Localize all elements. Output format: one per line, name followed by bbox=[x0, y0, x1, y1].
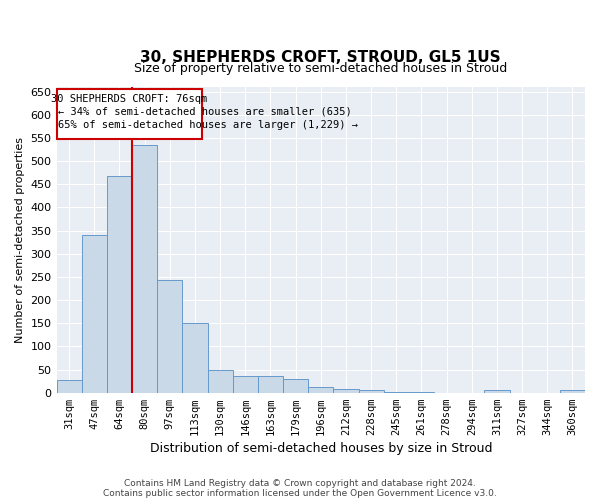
Bar bbox=[258, 376, 283, 392]
Text: Contains HM Land Registry data © Crown copyright and database right 2024.: Contains HM Land Registry data © Crown c… bbox=[124, 478, 476, 488]
FancyBboxPatch shape bbox=[56, 90, 202, 139]
Bar bbox=[82, 235, 107, 392]
Bar bbox=[283, 379, 308, 392]
Bar bbox=[308, 386, 334, 392]
Text: 65% of semi-detached houses are larger (1,229) →: 65% of semi-detached houses are larger (… bbox=[58, 120, 358, 130]
Bar bbox=[132, 145, 157, 392]
Text: ← 34% of semi-detached houses are smaller (635): ← 34% of semi-detached houses are smalle… bbox=[58, 107, 352, 117]
Bar bbox=[107, 176, 132, 392]
Y-axis label: Number of semi-detached properties: Number of semi-detached properties bbox=[15, 137, 25, 343]
Text: 30 SHEPHERDS CROFT: 76sqm: 30 SHEPHERDS CROFT: 76sqm bbox=[52, 94, 208, 104]
X-axis label: Distribution of semi-detached houses by size in Stroud: Distribution of semi-detached houses by … bbox=[149, 442, 492, 455]
Title: 30, SHEPHERDS CROFT, STROUD, GL5 1US: 30, SHEPHERDS CROFT, STROUD, GL5 1US bbox=[140, 50, 501, 65]
Bar bbox=[560, 390, 585, 392]
Bar bbox=[233, 376, 258, 392]
Bar bbox=[56, 380, 82, 392]
Bar bbox=[208, 370, 233, 392]
Bar bbox=[157, 280, 182, 392]
Text: Size of property relative to semi-detached houses in Stroud: Size of property relative to semi-detach… bbox=[134, 62, 508, 75]
Bar bbox=[334, 390, 359, 392]
Bar bbox=[182, 323, 208, 392]
Bar bbox=[484, 390, 509, 392]
Bar bbox=[359, 390, 383, 392]
Text: Contains public sector information licensed under the Open Government Licence v3: Contains public sector information licen… bbox=[103, 488, 497, 498]
